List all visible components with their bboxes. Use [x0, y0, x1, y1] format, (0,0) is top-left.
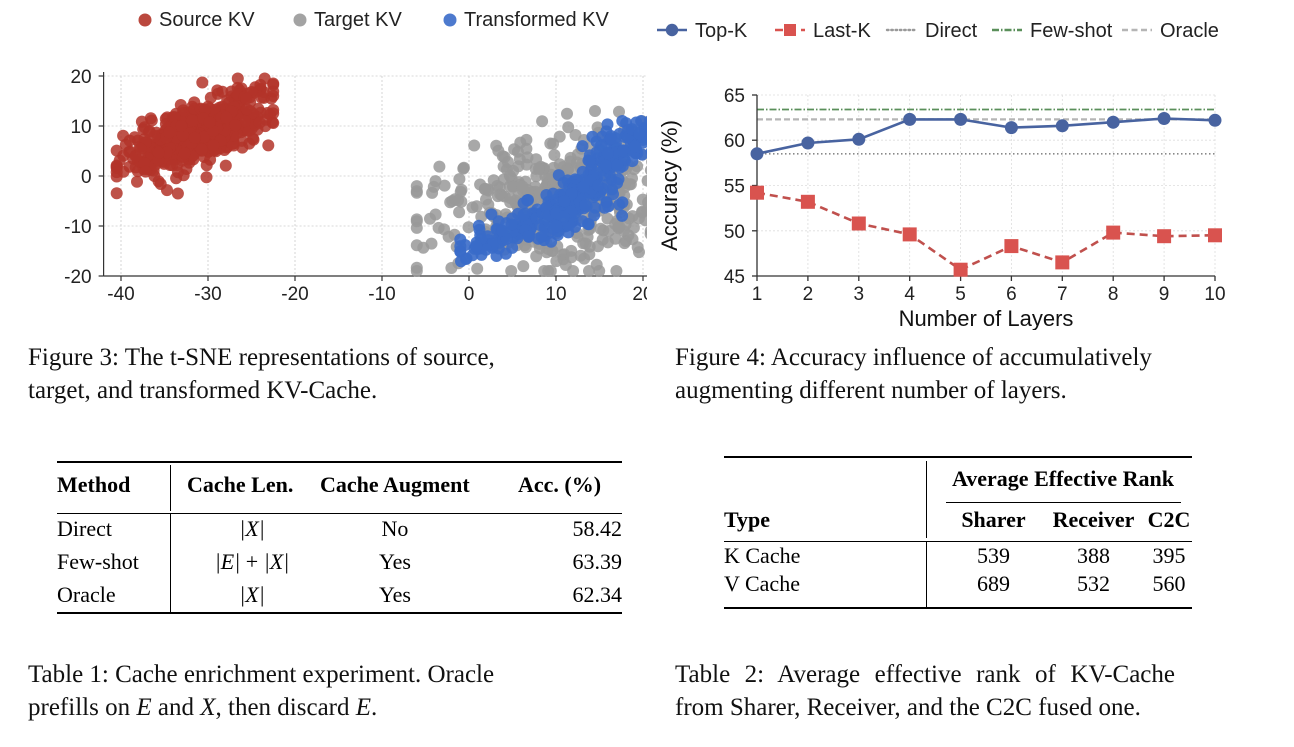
svg-text:8: 8 — [1108, 284, 1119, 305]
svg-text:-30: -30 — [194, 284, 221, 305]
svg-text:Number of Layers: Number of Layers — [899, 306, 1074, 330]
svg-text:20: 20 — [632, 284, 647, 305]
svg-text:10: 10 — [70, 117, 91, 138]
svg-text:Few-shot: Few-shot — [1030, 20, 1113, 42]
svg-text:10: 10 — [545, 284, 566, 305]
svg-text:0: 0 — [464, 284, 475, 305]
svg-text:5: 5 — [955, 284, 966, 305]
svg-text:55: 55 — [724, 177, 745, 198]
svg-text:9: 9 — [1159, 284, 1170, 305]
svg-text:4: 4 — [904, 284, 915, 305]
svg-text:Top-K: Top-K — [695, 20, 748, 42]
svg-text:10: 10 — [1204, 284, 1225, 305]
svg-text:Oracle: Oracle — [1160, 20, 1219, 42]
svg-text:60: 60 — [724, 131, 745, 152]
svg-text:7: 7 — [1057, 284, 1068, 305]
svg-text:45: 45 — [724, 267, 745, 288]
svg-text:Target KV: Target KV — [314, 9, 402, 31]
svg-text:-10: -10 — [64, 217, 91, 238]
svg-text:-20: -20 — [281, 284, 308, 305]
svg-text:65: 65 — [724, 86, 745, 107]
svg-text:-20: -20 — [64, 267, 91, 288]
svg-text:50: 50 — [724, 222, 745, 243]
svg-text:6: 6 — [1006, 284, 1017, 305]
svg-text:Direct: Direct — [925, 20, 978, 42]
svg-text:3: 3 — [854, 284, 865, 305]
svg-text:-10: -10 — [368, 284, 395, 305]
svg-text:Source KV: Source KV — [159, 9, 255, 31]
svg-text:Accuracy (%): Accuracy (%) — [657, 120, 682, 251]
svg-text:1: 1 — [752, 284, 763, 305]
svg-text:2: 2 — [803, 284, 814, 305]
svg-text:Transformed KV: Transformed KV — [464, 9, 610, 31]
svg-text:-40: -40 — [107, 284, 134, 305]
svg-text:20: 20 — [70, 67, 91, 88]
svg-text:0: 0 — [81, 167, 92, 188]
svg-text:Last-K: Last-K — [813, 20, 871, 42]
